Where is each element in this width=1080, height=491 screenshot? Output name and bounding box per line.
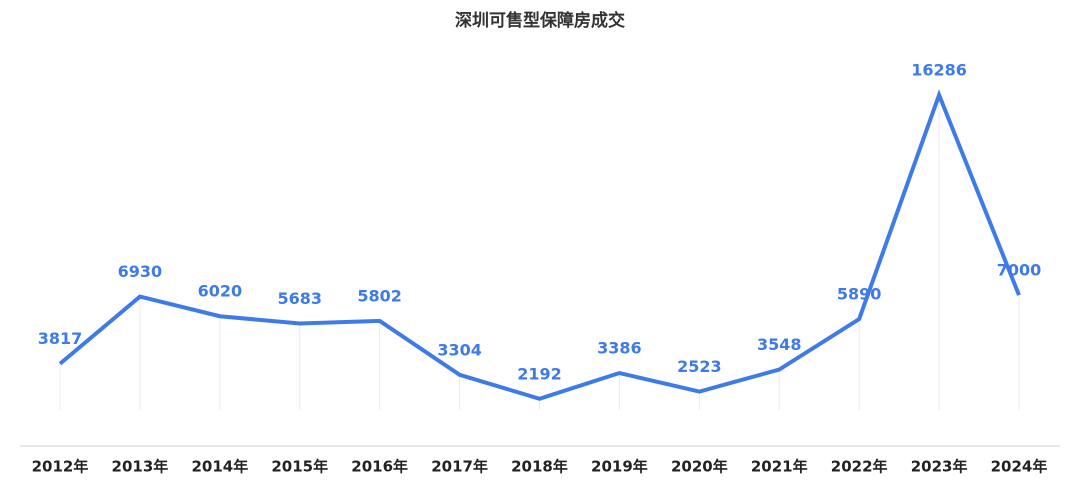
data-label: 6020 [198, 282, 243, 301]
data-label: 2192 [517, 364, 562, 383]
x-tick-label: 2019年 [591, 458, 648, 476]
data-label: 5683 [277, 289, 322, 308]
x-tick-label: 2015年 [271, 458, 328, 476]
x-tick-label: 2023年 [911, 458, 968, 476]
data-label: 2523 [677, 357, 722, 376]
x-tick-label: 2012年 [32, 458, 89, 476]
chart-title: 深圳可售型保障房成交 [455, 10, 625, 31]
data-label: 5890 [837, 285, 882, 304]
x-tick-label: 2022年 [831, 458, 888, 476]
data-label: 7000 [997, 261, 1042, 280]
x-tick-label: 2017年 [431, 458, 488, 476]
x-tick-label: 2013年 [112, 458, 169, 476]
data-label: 3304 [437, 340, 482, 359]
data-label: 16286 [911, 60, 967, 79]
x-tick-label: 2024年 [991, 458, 1048, 476]
data-line [58, 89, 1021, 401]
x-tick-label: 2021年 [751, 458, 808, 476]
data-label: 3817 [38, 329, 83, 348]
x-tick-label: 2016年 [351, 458, 408, 476]
data-label: 3548 [757, 335, 802, 354]
x-tick-label: 2018年 [511, 458, 568, 476]
data-label: 3386 [597, 339, 642, 358]
x-tick-label: 2020年 [671, 458, 728, 476]
data-label: 5802 [357, 286, 402, 305]
x-tick-label: 2014年 [191, 458, 248, 476]
data-label: 6930 [118, 262, 163, 281]
